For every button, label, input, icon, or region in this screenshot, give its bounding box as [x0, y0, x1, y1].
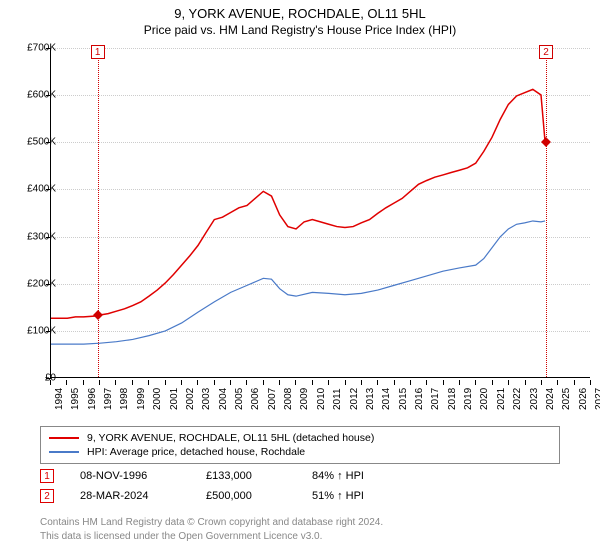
y-axis-label: £300K: [16, 231, 56, 242]
series-line: [51, 221, 545, 344]
y-axis-label: £400K: [16, 184, 56, 195]
sale-price: £500,000: [206, 490, 286, 502]
x-axis-label: 1996: [87, 388, 98, 410]
y-axis-label: £100K: [16, 325, 56, 336]
x-axis-label: 2021: [496, 388, 507, 410]
y-axis-label: £600K: [16, 90, 56, 101]
chart-title: 9, YORK AVENUE, ROCHDALE, OL11 5HL: [0, 0, 600, 21]
x-axis-label: 2019: [463, 388, 474, 410]
x-axis-label: 2018: [447, 388, 458, 410]
y-axis-label: £500K: [16, 137, 56, 148]
legend-item: 9, YORK AVENUE, ROCHDALE, OL11 5HL (deta…: [49, 431, 551, 445]
x-axis-label: 2010: [316, 388, 327, 410]
sale-marker-box: 1: [91, 45, 105, 59]
x-axis-label: 2015: [398, 388, 409, 410]
legend-swatch: [49, 451, 79, 453]
sale-price: £133,000: [206, 470, 286, 482]
x-axis-label: 2023: [529, 388, 540, 410]
x-axis-label: 1999: [136, 388, 147, 410]
x-axis-label: 2026: [578, 388, 589, 410]
legend-swatch: [49, 437, 79, 439]
x-axis-label: 2017: [430, 388, 441, 410]
sale-date: 08-NOV-1996: [80, 470, 180, 482]
x-axis-label: 1994: [54, 388, 65, 410]
x-axis-label: 2005: [234, 388, 245, 410]
sale-hpi: 51% ↑ HPI: [312, 490, 412, 502]
x-axis-label: 2003: [201, 388, 212, 410]
sale-hpi: 84% ↑ HPI: [312, 470, 412, 482]
legend-label: 9, YORK AVENUE, ROCHDALE, OL11 5HL (deta…: [87, 432, 374, 444]
sale-marker-box: 2: [539, 45, 553, 59]
x-axis-label: 2025: [561, 388, 572, 410]
sale-row-marker: 2: [40, 489, 54, 503]
footer-line1: Contains HM Land Registry data © Crown c…: [40, 516, 383, 530]
y-axis-label: £200K: [16, 278, 56, 289]
x-axis-label: 2000: [152, 388, 163, 410]
chart-subtitle: Price paid vs. HM Land Registry's House …: [0, 21, 600, 41]
sale-row: 1 08-NOV-1996 £133,000 84% ↑ HPI: [40, 466, 412, 486]
x-axis-label: 2007: [267, 388, 278, 410]
x-axis-label: 2004: [218, 388, 229, 410]
x-axis-label: 2027: [594, 388, 600, 410]
legend-label: HPI: Average price, detached house, Roch…: [87, 446, 305, 458]
x-axis-label: 1997: [103, 388, 114, 410]
x-axis-label: 1995: [70, 388, 81, 410]
sale-date: 28-MAR-2024: [80, 490, 180, 502]
x-axis-label: 1998: [119, 388, 130, 410]
sale-row: 2 28-MAR-2024 £500,000 51% ↑ HPI: [40, 486, 412, 506]
chart-container: 9, YORK AVENUE, ROCHDALE, OL11 5HL Price…: [0, 0, 600, 560]
x-axis-label: 2011: [332, 388, 343, 410]
x-axis-label: 2016: [414, 388, 425, 410]
x-axis-label: 2024: [545, 388, 556, 410]
x-axis-label: 2022: [512, 388, 523, 410]
x-axis-label: 2002: [185, 388, 196, 410]
x-axis-label: 2006: [250, 388, 261, 410]
x-axis-label: 2013: [365, 388, 376, 410]
footer-attribution: Contains HM Land Registry data © Crown c…: [40, 516, 383, 543]
x-axis-label: 2009: [299, 388, 310, 410]
x-axis-label: 2014: [381, 388, 392, 410]
legend: 9, YORK AVENUE, ROCHDALE, OL11 5HL (deta…: [40, 426, 560, 464]
series-line: [51, 89, 545, 318]
y-axis-label: £700K: [16, 43, 56, 54]
legend-item: HPI: Average price, detached house, Roch…: [49, 445, 551, 459]
plot-area: 12: [50, 48, 590, 378]
x-axis-label: 2020: [479, 388, 490, 410]
footer-line2: This data is licensed under the Open Gov…: [40, 530, 383, 544]
x-axis-label: 2012: [349, 388, 360, 410]
sales-table: 1 08-NOV-1996 £133,000 84% ↑ HPI 2 28-MAR-202…: [40, 466, 412, 506]
sale-row-marker: 1: [40, 469, 54, 483]
x-axis-label: 2001: [169, 388, 180, 410]
x-axis-label: 2008: [283, 388, 294, 410]
